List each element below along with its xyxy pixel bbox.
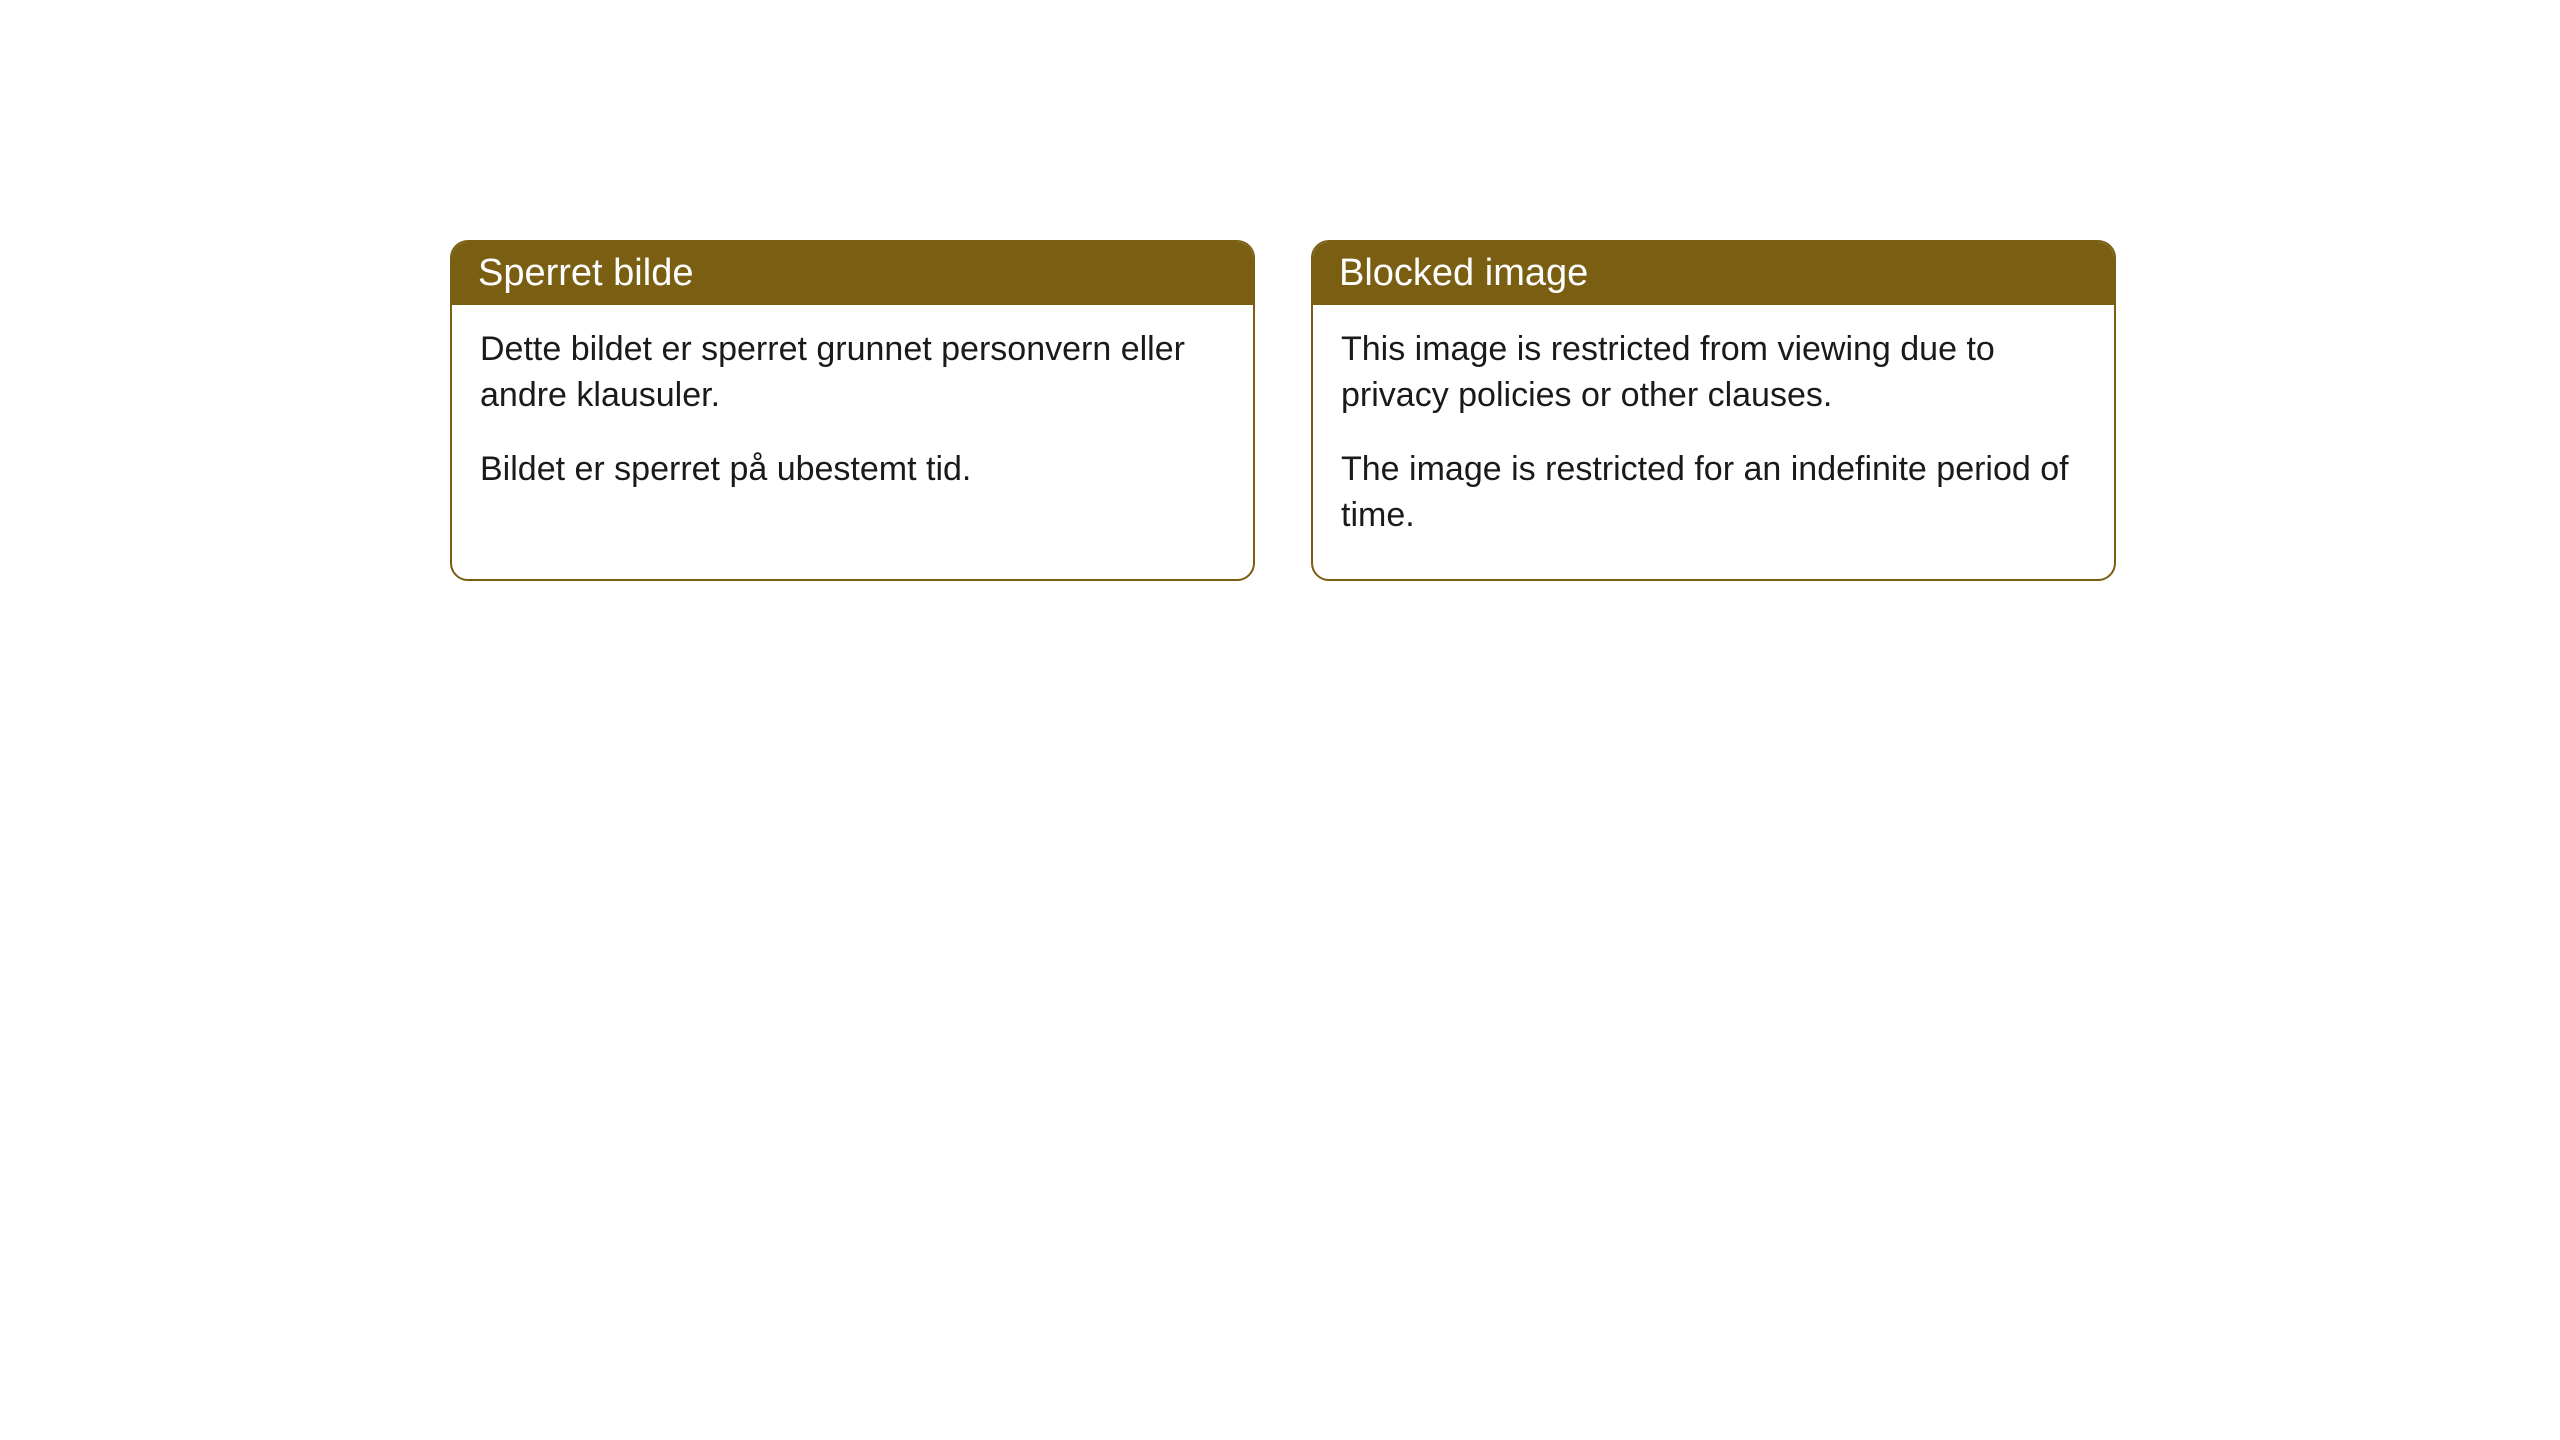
blocked-image-card-english: Blocked image This image is restricted f… bbox=[1311, 240, 2116, 581]
card-header: Sperret bilde bbox=[452, 242, 1253, 305]
card-body: This image is restricted from viewing du… bbox=[1313, 305, 2114, 579]
card-paragraph-1: Dette bildet er sperret grunnet personve… bbox=[480, 327, 1225, 419]
card-title: Blocked image bbox=[1339, 252, 1588, 294]
card-header: Blocked image bbox=[1313, 242, 2114, 305]
card-paragraph-1: This image is restricted from viewing du… bbox=[1341, 327, 2086, 419]
card-body: Dette bildet er sperret grunnet personve… bbox=[452, 305, 1253, 533]
card-paragraph-2: The image is restricted for an indefinit… bbox=[1341, 447, 2086, 539]
blocked-image-card-norwegian: Sperret bilde Dette bildet er sperret gr… bbox=[450, 240, 1255, 581]
card-paragraph-2: Bildet er sperret på ubestemt tid. bbox=[480, 447, 1225, 493]
card-title: Sperret bilde bbox=[478, 252, 693, 294]
notice-cards-container: Sperret bilde Dette bildet er sperret gr… bbox=[0, 0, 2560, 581]
